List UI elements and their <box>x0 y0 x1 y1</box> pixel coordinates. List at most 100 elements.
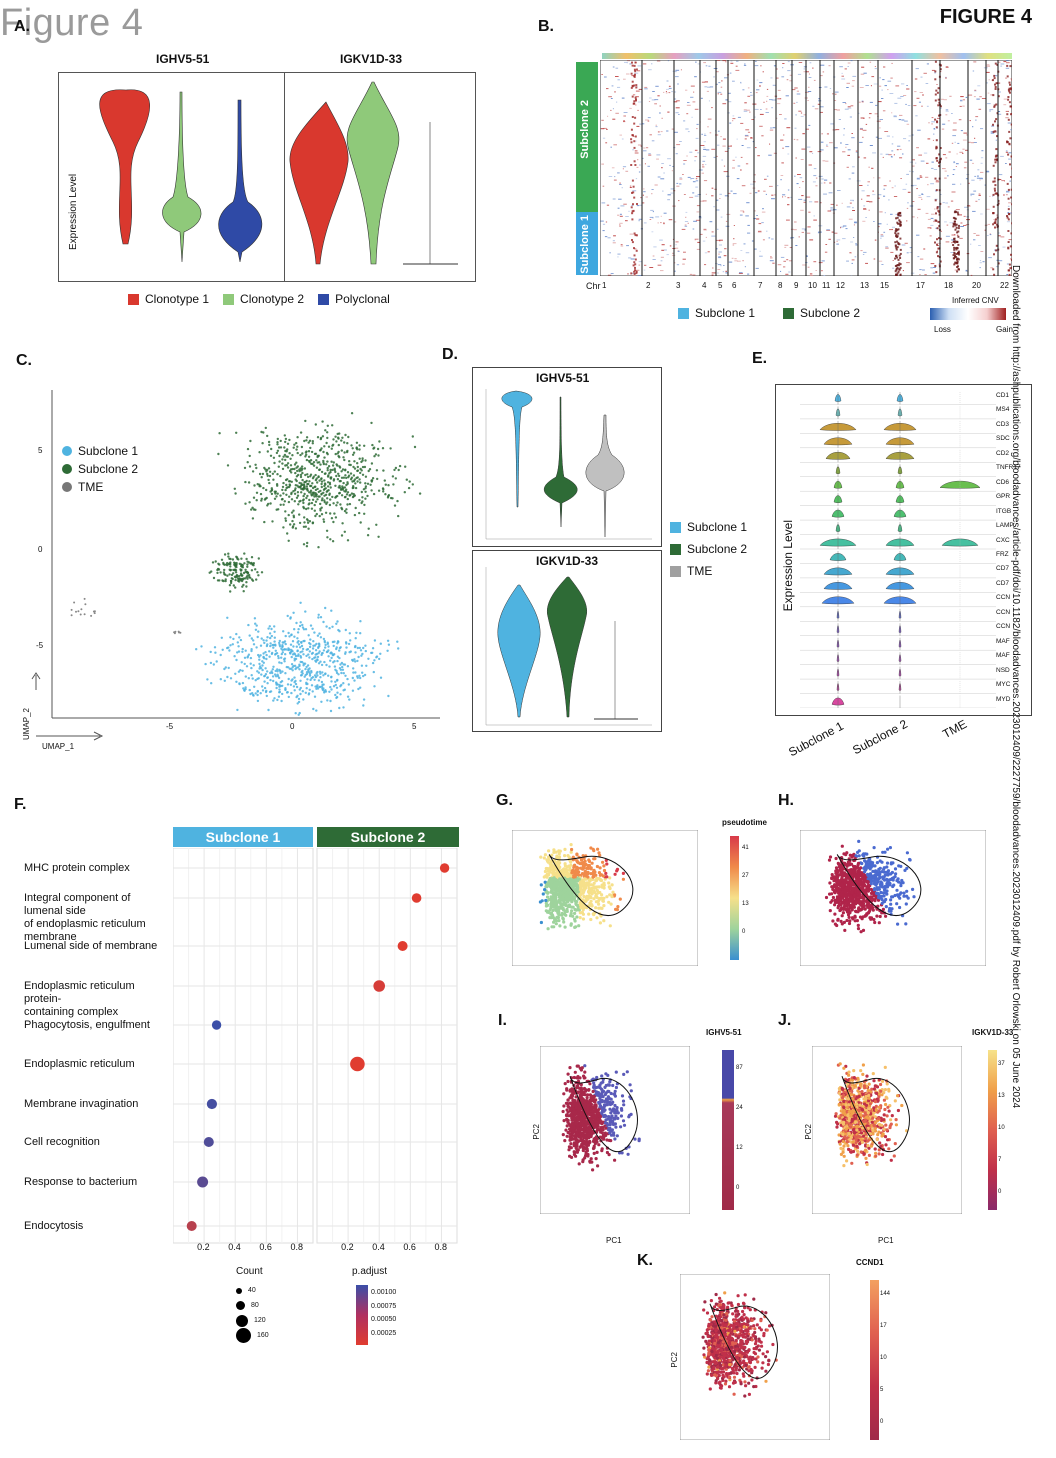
gene-label-11: FRZ <box>996 551 1009 558</box>
count-legend: 40 80 120 160 <box>236 1284 269 1343</box>
go-xtick: 0.4 <box>228 1242 241 1252</box>
count-legend-item: 120 <box>236 1314 269 1327</box>
chromosome-tick-1: 1 <box>602 281 607 290</box>
gene-label-1: MS4 <box>996 406 1010 414</box>
gene-label-9: LAMP <box>996 522 1014 530</box>
legend-c-subclone-1: Subclone 1 <box>62 444 138 458</box>
chromosome-tick-2: 2 <box>646 281 651 290</box>
umap-xlabel: UMAP_1 <box>42 742 75 751</box>
gene-label-3: SDC <box>996 435 1010 443</box>
padj-legend-title: p.adjust <box>352 1266 388 1277</box>
go-xtick: 0.4 <box>372 1242 385 1252</box>
cnv-title: Inferred CNV <box>952 296 999 305</box>
panel-a-legend: Clonotype 1 Clonotype 2 Polyclonal <box>128 292 390 306</box>
legend-d-tme: TME <box>670 564 747 578</box>
panel-a-violins <box>99 81 458 265</box>
panel-a-gene-2: IGKV1D-33 <box>340 52 403 66</box>
go-term-1: Integral component of lumenal side of endo… <box>24 892 146 943</box>
gene-label-15: CCN <box>996 608 1011 616</box>
panel-e-ylabel: Expression Level <box>781 520 795 612</box>
chromosome-tick-10: 10 <box>808 281 817 290</box>
legend-subclone-1: Subclone 1 <box>678 306 755 320</box>
stacked-violins <box>800 392 996 708</box>
cnv-high: Gain <box>996 325 1013 334</box>
gene-label-8: ITGB <box>996 507 1012 515</box>
panel-d-gene-1: IGHV5-51 <box>536 371 590 385</box>
panel-c-label: C. <box>16 352 32 369</box>
umap-ylabel: UMAP_2 <box>22 708 31 741</box>
row-label-subclone-2: Subclone 2 <box>579 100 591 159</box>
chromosome-tick-4: 4 <box>702 281 707 290</box>
panel-a-frame <box>58 72 476 282</box>
i-color-title: IGHV5-51 <box>706 1028 742 1037</box>
j-colorbar <box>988 1050 997 1210</box>
gene-label-19: NSD <box>996 666 1010 674</box>
panel-b-label: B. <box>538 18 554 35</box>
chromosome-tick-15: 15 <box>880 281 889 290</box>
count-legend-title: Count <box>236 1266 263 1277</box>
gene-label-10: CXC <box>996 536 1010 544</box>
panel-d-bottom <box>472 550 662 732</box>
panel-e-frame <box>775 384 1032 716</box>
chromosome-tick-22: 22 <box>1000 281 1009 290</box>
scatter-h <box>800 830 986 966</box>
k-colorbar <box>870 1280 879 1440</box>
k-color-title: CCND1 <box>856 1258 884 1267</box>
go-dotplot <box>173 848 458 1244</box>
gene-label-6: CD6 <box>996 478 1010 486</box>
go-xtick: 0.6 <box>403 1242 416 1252</box>
go-dot-3 <box>373 980 385 992</box>
go-term-6: Membrane invagination <box>24 1098 139 1110</box>
g-ticks: 41 27 13 0 <box>742 845 749 935</box>
go-xtick: 0.6 <box>259 1242 272 1252</box>
panel-d-top <box>472 367 662 547</box>
go-dot-9 <box>186 1221 197 1231</box>
panel-j-label: J. <box>778 1012 792 1029</box>
scatter-g <box>512 830 698 966</box>
go-dot-8 <box>197 1176 209 1188</box>
chromosome-tick-12: 12 <box>836 281 845 290</box>
g-colorbar <box>730 836 739 960</box>
padj-colorbar <box>356 1285 368 1345</box>
go-xtick: 0.2 <box>197 1242 210 1252</box>
go-dot-6 <box>206 1098 217 1110</box>
i-ylabel: PC2 <box>532 1124 541 1140</box>
go-term-2: Lumenal side of membrane <box>24 940 158 952</box>
scatter-j <box>812 1046 962 1214</box>
chromosome-tick-8: 8 <box>778 281 783 290</box>
gene-label-14: CCN <box>996 594 1011 602</box>
panel-e-label: E. <box>752 350 768 367</box>
panel-i-label: I. <box>498 1012 507 1029</box>
scatter-i <box>540 1046 690 1214</box>
i-xlabel: PC1 <box>606 1236 622 1245</box>
panel-d-label: D. <box>442 346 458 363</box>
figure-label: FIGURE 4 <box>939 6 1032 28</box>
group-label-1: Subclone 1 <box>786 718 846 760</box>
gene-label-13: CD7 <box>996 579 1010 587</box>
legend-clonotype-2: Clonotype 2 <box>223 292 304 306</box>
go-dot-4 <box>211 1020 222 1030</box>
gene-label-5: TNFR17 <box>996 464 1021 472</box>
panel-d-gene-2: IGKV1D-33 <box>536 554 599 568</box>
panel-k-label: K. <box>637 1252 653 1269</box>
go-dot-5 <box>350 1056 365 1072</box>
cnv-low: Loss <box>934 325 951 334</box>
legend-c-tme: TME <box>62 480 138 494</box>
go-term-8: Response to bacterium <box>24 1176 138 1188</box>
gene-label-20: MYC <box>996 681 1011 689</box>
legend-subclone-2: Subclone 2 <box>783 306 860 320</box>
chromosome-tick-3: 3 <box>676 281 681 290</box>
chromosome-tick-7: 7 <box>758 281 763 290</box>
j-ticks: 37 13 10 7 0 <box>998 1061 1005 1195</box>
download-note: Downloaded from http://ashpublications.o… <box>1010 265 1021 1109</box>
j-ylabel: PC2 <box>804 1124 813 1140</box>
go-dot-7 <box>203 1137 214 1147</box>
go-term-0: MHC protein complex <box>24 862 130 874</box>
panel-e-gene-labels: CD1 MS4 CD3 SDC CD2 TNFR17 CD6 GPR ITGB LAMP CXC FR… <box>996 390 1030 708</box>
go-term-5: Endoplasmic reticulum <box>24 1058 135 1070</box>
count-legend-item: 80 <box>236 1299 269 1312</box>
umap-xtick-2: 0 <box>290 722 295 731</box>
facet-subclone-2: Subclone 2 <box>317 827 459 847</box>
chr-label: Chr <box>586 281 601 291</box>
chromosome-tick-17: 17 <box>916 281 925 290</box>
